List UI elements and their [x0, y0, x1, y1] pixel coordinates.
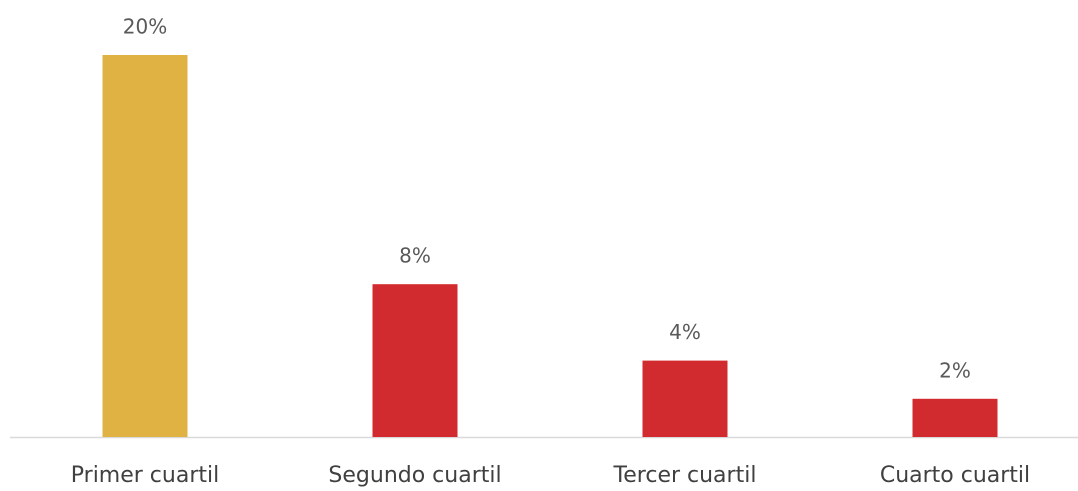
x-tick-label: Primer cuartil	[71, 463, 219, 488]
value-label: 8%	[399, 244, 431, 268]
x-tick-label: Cuarto cuartil	[880, 463, 1030, 488]
value-label: 20%	[123, 15, 167, 39]
value-label: 2%	[939, 358, 971, 382]
bar	[372, 284, 458, 437]
bar	[102, 55, 188, 437]
value-label: 4%	[669, 320, 701, 344]
x-tick-label: Segundo cuartil	[328, 463, 501, 488]
bar	[642, 360, 728, 437]
x-tick-label: Tercer cuartil	[613, 463, 757, 488]
bar	[912, 398, 998, 437]
